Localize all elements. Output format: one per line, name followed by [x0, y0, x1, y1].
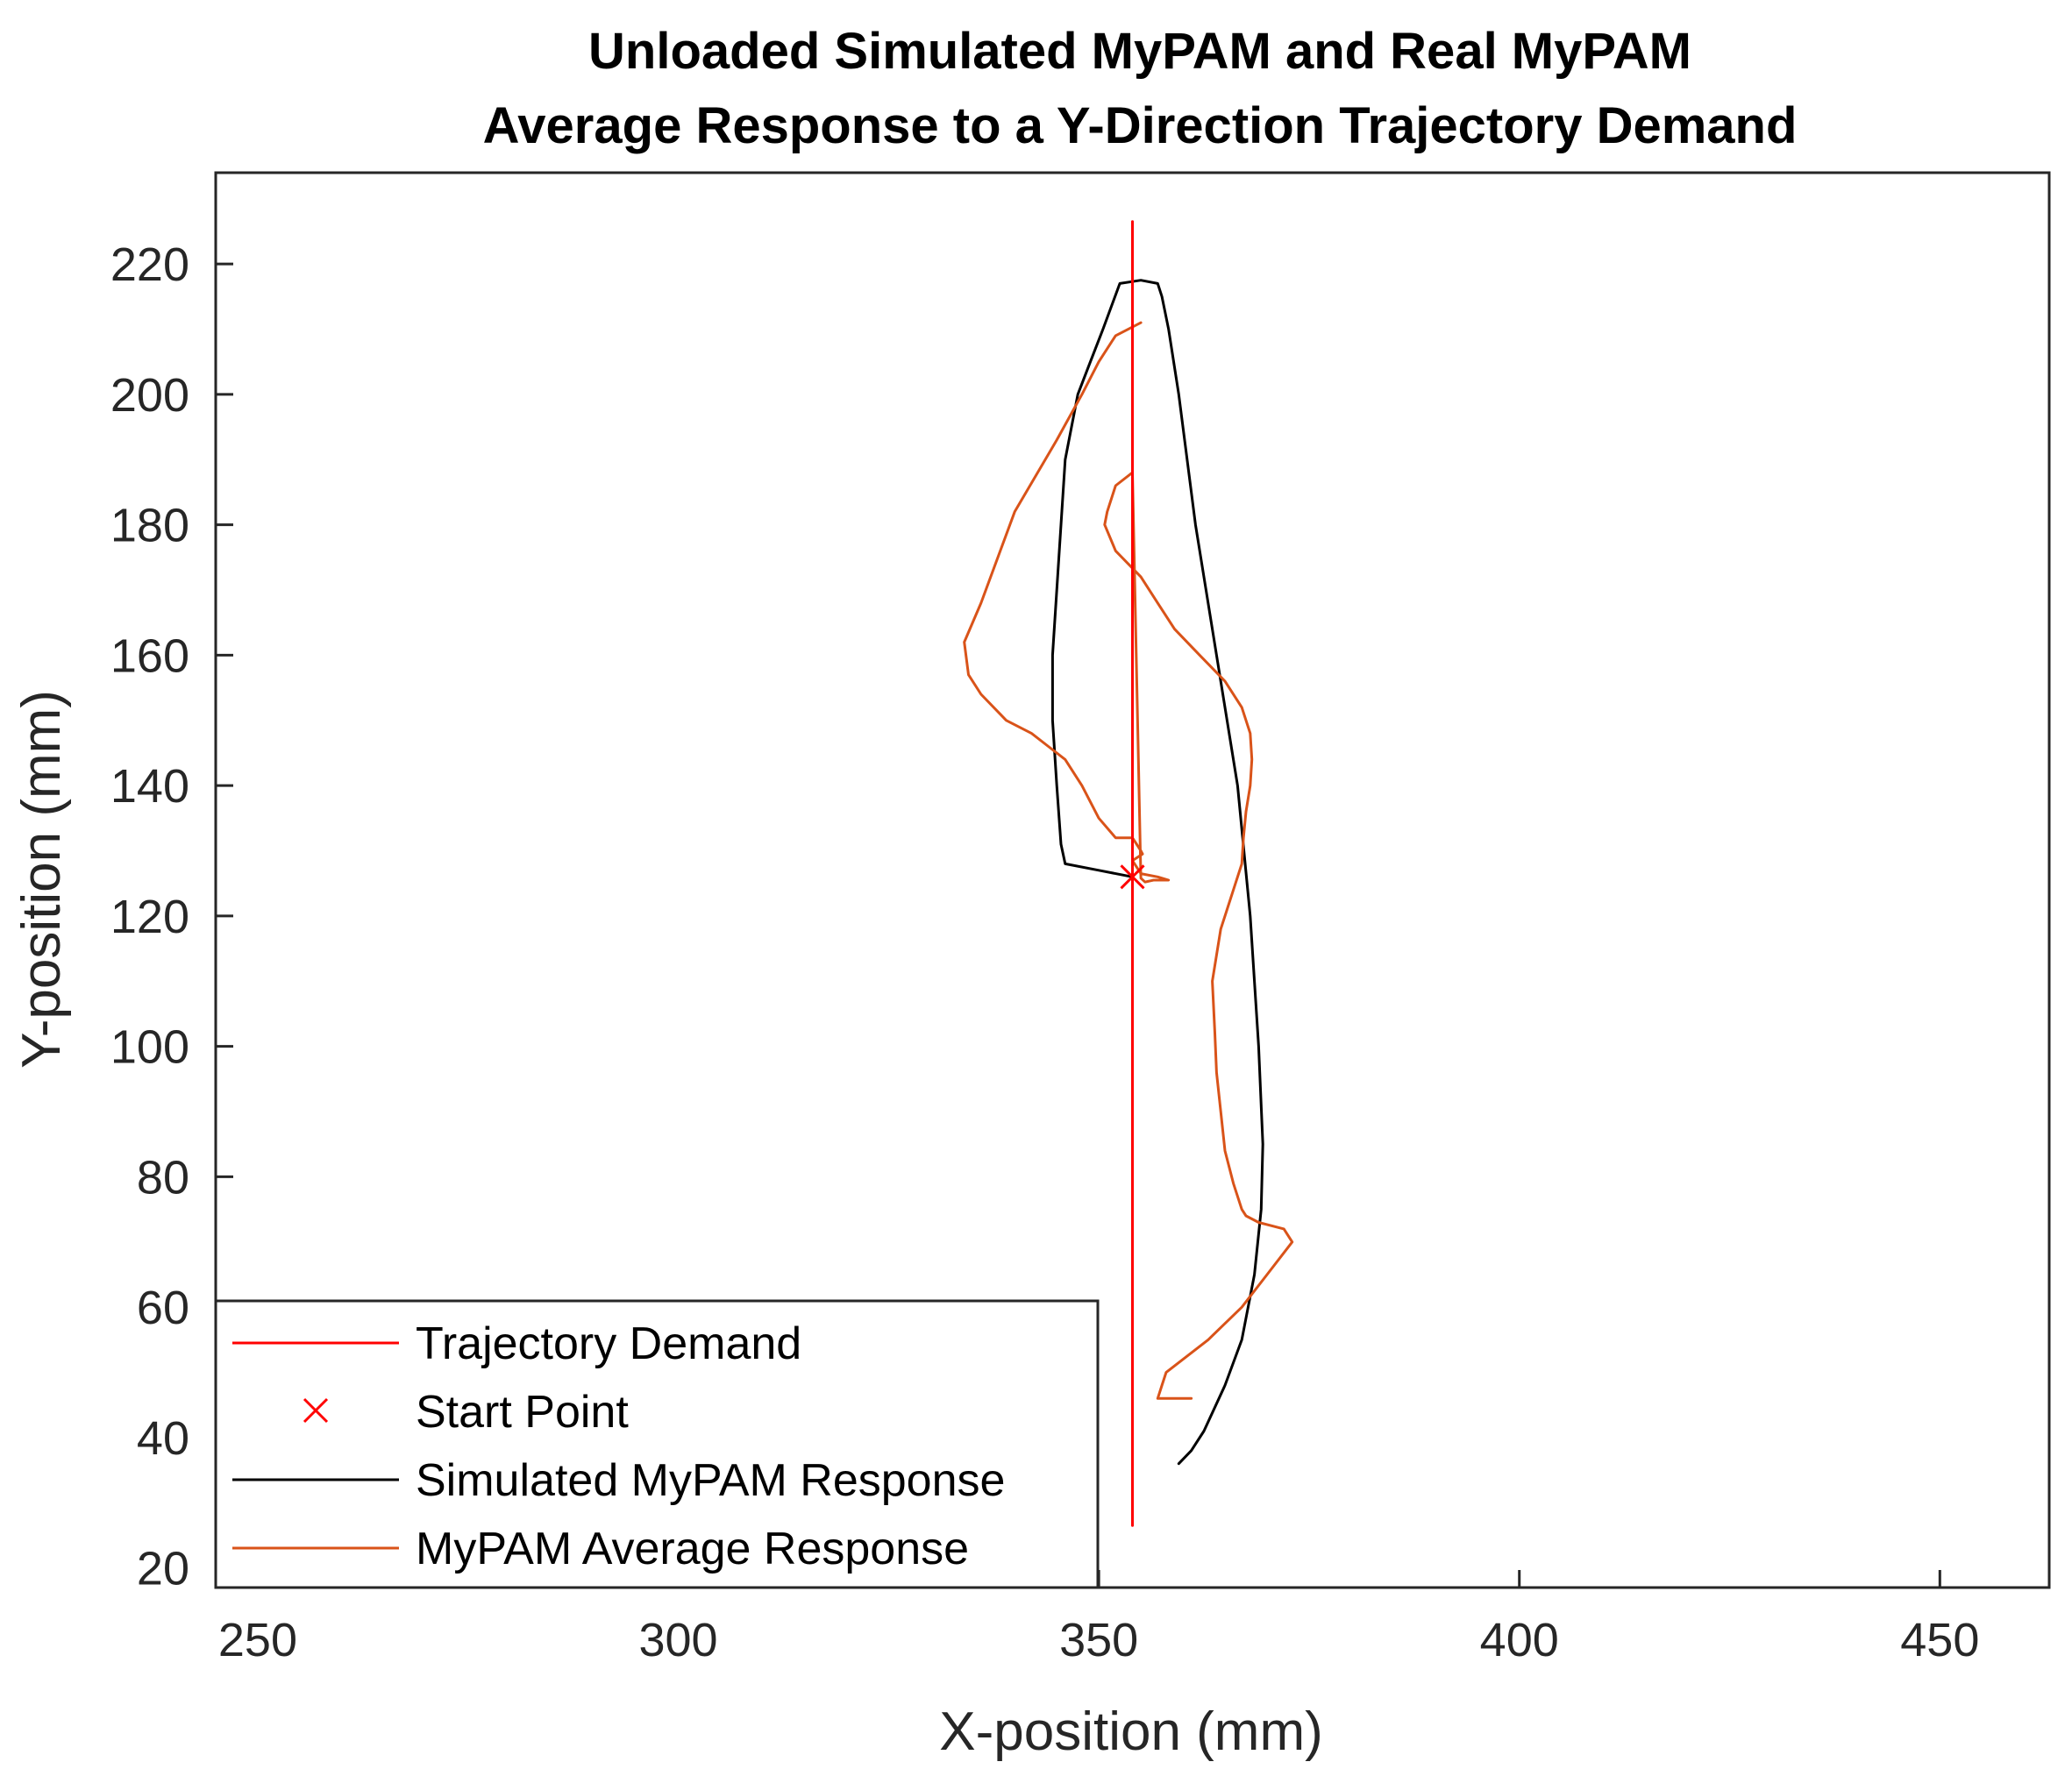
legend-label-average-response: MyPAM Average Response [416, 1524, 969, 1574]
y-axis-label: Y-position (mm) [11, 690, 72, 1069]
y-axis-ticks: 20 40 60 80 100 120 140 160 180 200 220 [110, 238, 233, 1595]
legend-label-simulated-response: Simulated MyPAM Response [416, 1455, 1005, 1506]
y-tick-label: 20 [137, 1543, 189, 1595]
x-tick-label: 300 [638, 1614, 717, 1666]
y-tick-label: 100 [110, 1021, 189, 1074]
x-axis-label: X-position (mm) [939, 1702, 1323, 1762]
x-tick-label: 250 [218, 1614, 297, 1666]
x-tick-label: 450 [1900, 1614, 1979, 1666]
y-tick-label: 160 [110, 629, 189, 682]
y-tick-label: 40 [137, 1412, 189, 1465]
legend-label-trajectory-demand: Trajectory Demand [416, 1318, 801, 1369]
y-tick-label: 220 [110, 238, 189, 291]
series-simulated-mypam-response-line [1050, 279, 1264, 1466]
y-tick-label: 180 [110, 500, 189, 552]
y-tick-label: 80 [137, 1151, 189, 1204]
y-tick-label: 60 [137, 1282, 189, 1334]
legend-label-start-point: Start Point [416, 1387, 629, 1438]
y-tick-label: 140 [110, 760, 189, 813]
legend-box [214, 1299, 1100, 1589]
y-tick-label: 120 [110, 891, 189, 943]
y-tick-label: 200 [110, 369, 189, 422]
x-tick-label: 350 [1059, 1614, 1138, 1666]
series-start-point-marker [1120, 864, 1145, 890]
legend-swatch-start-point [303, 1397, 329, 1424]
legend: Trajectory Demand Start Point Simulated … [214, 1299, 1100, 1589]
series-mypam-average-response-line [963, 321, 1294, 1400]
chart-title-line-2: Average Response to a Y-Direction Trajec… [483, 97, 1798, 154]
x-tick-label: 400 [1480, 1614, 1559, 1666]
chart-title-line-1: Unloaded Simulated MyPAM and Real MyPAM [588, 23, 1691, 80]
series-layer [963, 220, 1294, 1527]
